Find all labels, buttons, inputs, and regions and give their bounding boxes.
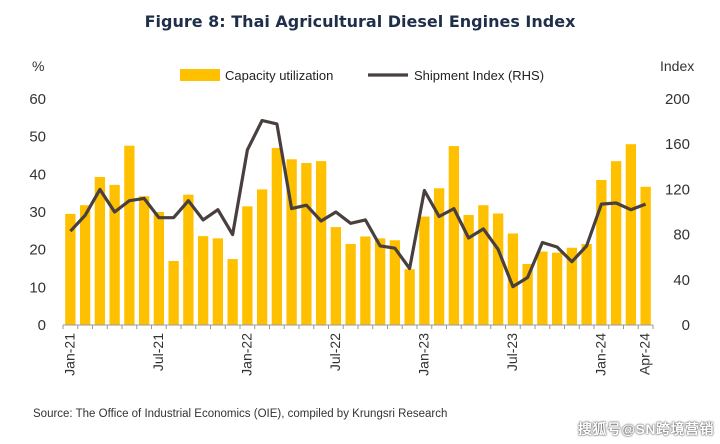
bar — [65, 213, 76, 325]
x-tick-label: Jan-23 — [415, 333, 431, 376]
bar — [315, 161, 327, 325]
shipment-line — [69, 118, 647, 289]
bar — [463, 215, 474, 325]
right-axis-unit: Index — [660, 58, 694, 74]
x-tick-label: Apr-24 — [637, 333, 653, 375]
x-tick-label: Jan-21 — [61, 333, 77, 376]
bar — [301, 163, 312, 325]
watermark: 搜狐号@SN跨境营销 — [577, 421, 714, 437]
left-tick-label: 60 — [29, 91, 46, 108]
bar — [330, 227, 342, 325]
bar — [286, 159, 297, 325]
x-tick-label: Jul-22 — [327, 333, 343, 371]
x-tick-label: Jan-22 — [238, 333, 254, 376]
source-note: Source: The Office of Industrial Economi… — [33, 408, 448, 420]
legend-label-capacity: Capacity utilization — [225, 68, 333, 83]
bar — [197, 236, 209, 325]
bar — [596, 179, 607, 325]
bar — [256, 189, 268, 325]
bar — [389, 240, 401, 325]
bar — [448, 146, 460, 325]
bar — [242, 206, 253, 325]
bar — [610, 161, 622, 325]
bar — [433, 188, 445, 325]
bar — [507, 233, 519, 325]
left-tick-label: 50 — [29, 129, 46, 146]
bar — [227, 259, 238, 325]
bar — [537, 251, 548, 325]
bar — [124, 145, 135, 325]
bar — [109, 184, 120, 325]
legend-swatch-capacity — [180, 69, 220, 81]
right-tick-label: 200 — [665, 91, 690, 108]
bar — [374, 238, 386, 325]
bar — [271, 147, 283, 325]
bar — [551, 252, 563, 325]
bar — [79, 205, 91, 325]
bar — [94, 176, 106, 325]
bar — [183, 194, 194, 325]
bar — [138, 196, 150, 325]
bar — [581, 244, 592, 325]
left-tick-label: 20 — [29, 242, 46, 259]
bar — [478, 205, 489, 325]
legend-label-shipment: Shipment Index (RHS) — [414, 68, 544, 83]
bar — [419, 216, 430, 325]
left-axis-unit: % — [32, 58, 44, 74]
bar — [168, 260, 179, 325]
x-tick-label: Jan-24 — [592, 333, 608, 376]
right-tick-label: 80 — [673, 227, 690, 244]
bar — [360, 236, 371, 325]
x-tick-label: Jul-23 — [504, 333, 520, 371]
bar — [153, 212, 165, 325]
bar — [522, 263, 533, 325]
right-tick-label: 40 — [673, 272, 690, 289]
bar — [345, 244, 356, 325]
bar — [212, 238, 224, 325]
bar — [492, 213, 504, 325]
x-tick-label: Jul-21 — [150, 333, 166, 371]
bar — [625, 144, 637, 325]
bar — [566, 247, 578, 325]
right-tick-label: 0 — [682, 317, 690, 334]
left-tick-label: 10 — [29, 279, 46, 296]
right-tick-label: 120 — [665, 181, 690, 198]
right-tick-label: 160 — [665, 136, 690, 153]
bar — [404, 269, 415, 325]
left-tick-label: 0 — [38, 317, 46, 334]
left-tick-label: 40 — [29, 166, 46, 183]
bar — [640, 186, 651, 325]
chart-title: Figure 8: Thai Agricultural Diesel Engin… — [144, 12, 576, 31]
left-tick-label: 30 — [29, 204, 46, 221]
